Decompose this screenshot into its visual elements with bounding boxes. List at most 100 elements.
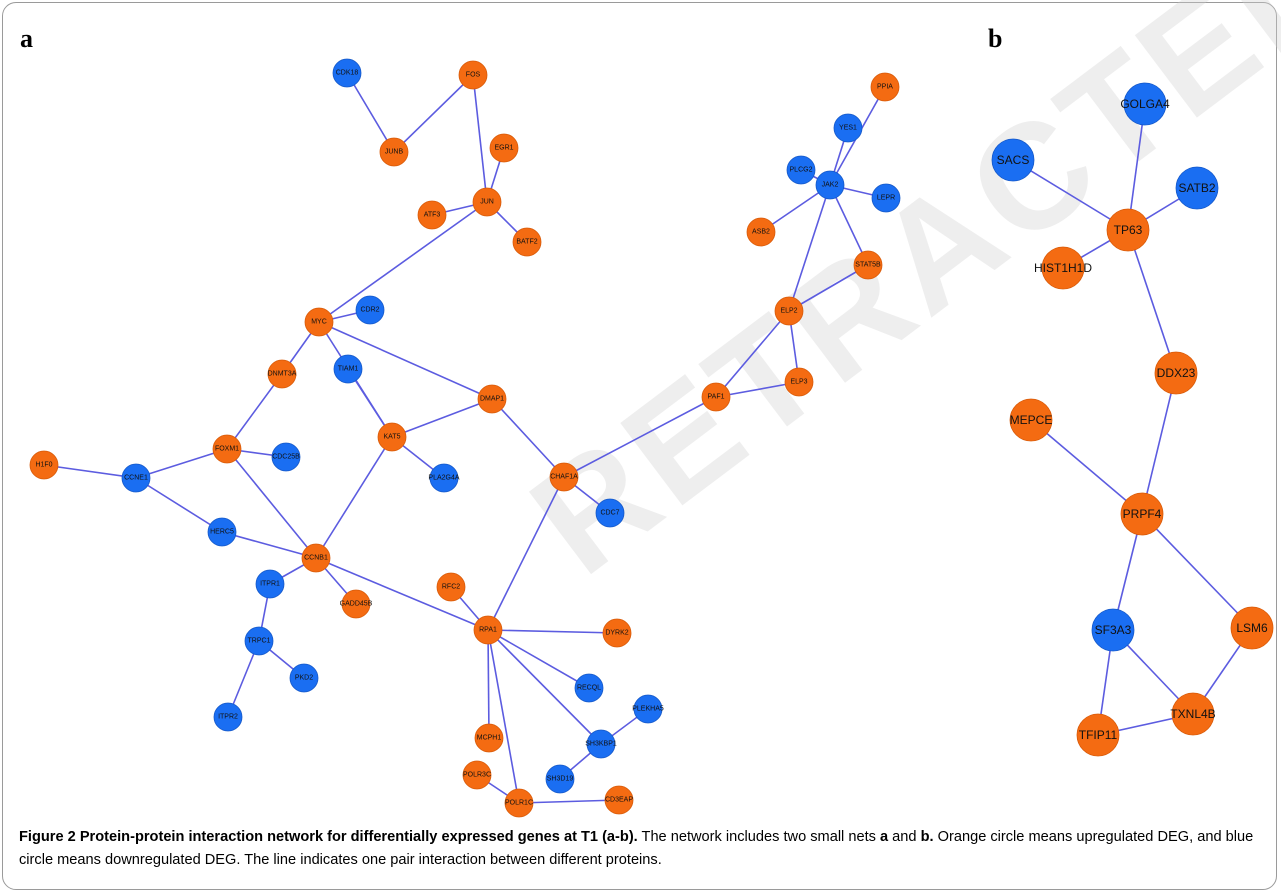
a-edge-h1f0-ccne1 [43, 464, 137, 479]
a-node-atf3: ATF3 [417, 200, 447, 230]
a-node-circle [429, 463, 459, 493]
a-node-label: TIAM1 [338, 366, 359, 373]
a-node-label: JUN [480, 199, 494, 206]
a-node-label: ITPR2 [218, 714, 238, 721]
b-node-circle [1041, 246, 1085, 290]
a-node-label: CDC25B [272, 454, 300, 461]
a-node-circle [212, 434, 242, 464]
caption-text-3: Orange circle means upregulated DEG, and… [19, 829, 1254, 868]
a-node-plekha5: PLEKHA5 [632, 694, 664, 724]
a-node-circle [255, 569, 285, 599]
b-node-label: TP63 [1114, 223, 1143, 237]
a-edge-stat5b-elp2 [788, 264, 869, 312]
a-node-label: ASB2 [752, 229, 770, 236]
a-node-paf1: PAF1 [701, 382, 731, 412]
a-node-rfc2: RFC2 [436, 572, 466, 602]
a-node-sh3d19: SH3D19 [545, 764, 575, 794]
a-edge-rpa1-recql [487, 629, 590, 689]
a-node-circle [870, 72, 900, 102]
a-node-junb: JUNB [379, 137, 409, 167]
a-node-label: ITPR1 [260, 581, 280, 588]
a-node-circle [833, 113, 863, 143]
a-node-chaf1a: CHAF1A [549, 462, 579, 492]
a-edge-fos-jun [472, 74, 488, 203]
a-edge-junb-fos [393, 74, 474, 153]
b-node-label: TFIP11 [1079, 728, 1118, 742]
a-node-tiam1: TIAM1 [333, 354, 363, 384]
a-node-label: STAT5B [855, 262, 881, 269]
a-node-stat5b: STAT5B [853, 250, 883, 280]
b-edge-ddx23-prpf4 [1141, 372, 1177, 515]
caption-text-2: and [888, 829, 921, 845]
a-node-sh3kbp1: SH3KBP1 [585, 729, 617, 759]
a-node-label: SH3KBP1 [585, 741, 617, 748]
a-node-circle [815, 170, 845, 200]
a-node-label: RFC2 [442, 584, 460, 591]
a-node-yes1: YES1 [833, 113, 863, 143]
a-node-label: HERC5 [210, 529, 234, 536]
a-node-herc5: HERC5 [207, 517, 237, 547]
a-node-circle [417, 200, 447, 230]
a-edge-kat5-dmap1 [391, 398, 493, 438]
b-node-label: HIST1H1D [1034, 261, 1092, 275]
a-node-label: JUNB [385, 149, 404, 156]
a-node-label: CCNB1 [304, 555, 328, 562]
figure-caption: Figure 2 Protein-protein interaction net… [19, 826, 1264, 872]
a-node-kat5: KAT5 [377, 422, 407, 452]
a-edge-polr1c-cd3eap [518, 799, 620, 804]
caption-title: Figure 2 Protein-protein interaction net… [19, 829, 638, 845]
a-node-circle [355, 295, 385, 325]
a-node-mcph1: MCPH1 [474, 723, 504, 753]
a-node-label: PKD2 [295, 675, 313, 682]
b-node-label: SATB2 [1178, 181, 1215, 195]
a-edge-dmap1-chaf1a [491, 398, 565, 478]
b-edge-tp63-ddx23 [1127, 229, 1177, 374]
a-node-circle [871, 183, 901, 213]
b-node-ddx23: DDX23 [1154, 351, 1198, 395]
a-node-circle [332, 58, 362, 88]
a-node-circle [701, 382, 731, 412]
a-node-circle [473, 615, 503, 645]
ppi-network-diagram: CDK18 FOS JUNB EGR1 JUN ATF3 BATF2 PPIA YES1 PLCG… [29, 58, 1274, 818]
a-node-pkd2: PKD2 [289, 663, 319, 693]
b-node-label: TXNL4B [1170, 707, 1215, 721]
b-node-circle [1154, 351, 1198, 395]
a-node-circle [633, 694, 663, 724]
b-node-satb2: SATB2 [1175, 166, 1219, 210]
a-node-cdr2: CDR2 [355, 295, 385, 325]
a-node-ccne1: CCNE1 [121, 463, 151, 493]
b-node-circle [1120, 492, 1164, 536]
b-node-tp63: TP63 [1106, 208, 1150, 252]
a-node-circle [604, 785, 634, 815]
a-edge-ccne1-herc5 [135, 477, 223, 533]
a-node-label: DMAP1 [480, 396, 504, 403]
a-edge-dnmt3a-foxm1 [226, 373, 283, 450]
b-edge-mepce-prpf4 [1030, 419, 1143, 515]
a-node-label: H1F0 [35, 462, 52, 469]
a-node-recql: RECQL [574, 673, 604, 703]
a-node-circle [746, 217, 776, 247]
a-node-circle [436, 572, 466, 602]
a-node-fos: FOS [458, 60, 488, 90]
a-node-circle [458, 60, 488, 90]
b-node-mepce: MEPCE [1009, 398, 1053, 442]
a-node-circle [121, 463, 151, 493]
a-node-label: FOXM1 [215, 446, 239, 453]
a-node-circle [377, 422, 407, 452]
a-node-label: DYRK2 [605, 630, 628, 637]
a-node-label: LEPR [877, 195, 895, 202]
a-node-circle [304, 307, 334, 337]
b-node-label: GOLGA4 [1120, 97, 1170, 111]
a-edge-rpa1-sh3kbp1 [487, 629, 602, 745]
network-nodes: CDK18 FOS JUNB EGR1 JUN ATF3 BATF2 PPIA YES1 PLCG… [29, 58, 1274, 818]
a-node-circle [786, 155, 816, 185]
a-edge-chaf1a-rpa1 [487, 476, 565, 631]
b-node-circle [1106, 208, 1150, 252]
a-node-label: CCNE1 [124, 475, 148, 482]
a-edge-myc-dmap1 [318, 321, 493, 400]
a-edge-cdk18-junb [346, 72, 395, 153]
a-node-label: DNMT3A [268, 371, 297, 378]
a-node-asb2: ASB2 [746, 217, 776, 247]
a-node-circle [774, 296, 804, 326]
